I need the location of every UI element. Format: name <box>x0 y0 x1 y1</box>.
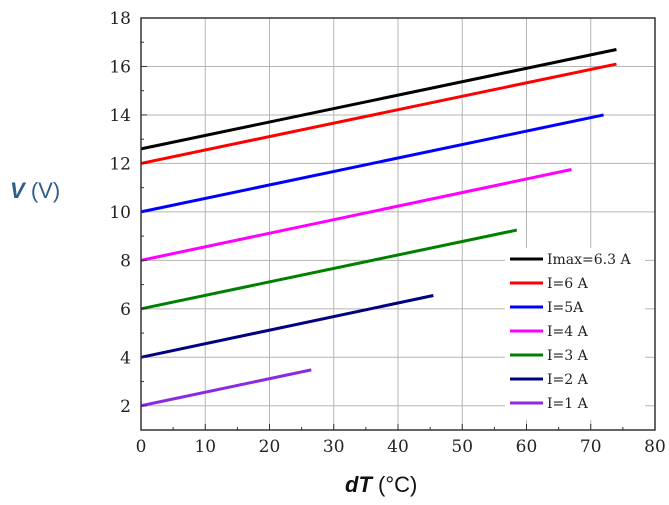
y-tick-label: 10 <box>109 203 131 223</box>
y-tick-label: 12 <box>109 154 131 174</box>
legend-label: I=6 A <box>547 276 589 292</box>
y-axis-unit: (V) <box>30 178 61 203</box>
x-tick-label: 40 <box>387 437 409 457</box>
x-axis-label: dT (°C) <box>345 472 417 498</box>
x-tick-label: 50 <box>451 437 473 457</box>
axis-ticks <box>140 17 656 430</box>
legend-label: I=5A <box>547 300 584 316</box>
x-tick-label: 70 <box>580 437 602 457</box>
x-tick-label: 20 <box>259 437 281 457</box>
y-axis-symbol: V <box>10 178 25 203</box>
x-tick-label: 80 <box>644 437 666 457</box>
x-tick-label: 30 <box>323 437 345 457</box>
series-line-7 <box>140 368 312 408</box>
x-axis-symbol: dT <box>345 472 372 497</box>
x-axis-unit: (°C) <box>378 472 418 497</box>
y-axis-label: V (V) <box>10 178 60 204</box>
series-line-1 <box>140 48 617 151</box>
x-tick-label: 60 <box>516 437 538 457</box>
legend-label: I=4 A <box>547 324 589 340</box>
legend-label: I=3 A <box>547 348 589 364</box>
legend-box <box>505 248 645 420</box>
legend-label: I=2 A <box>547 372 589 388</box>
y-tick-label: 4 <box>120 348 131 368</box>
legend-label: I=1 A <box>547 396 589 412</box>
x-tick-labels: 0 10 20 30 40 50 60 70 80 <box>136 437 666 457</box>
legend: Imax=6.3 A I=6 A I=5A I=4 A I=3 A I=2 A I=1 A <box>505 248 645 420</box>
series-line-6 <box>140 294 434 359</box>
y-tick-label: 6 <box>120 300 131 320</box>
y-tick-label: 16 <box>109 57 131 77</box>
y-tick-label: 14 <box>109 106 131 126</box>
y-tick-label: 8 <box>120 251 131 271</box>
y-tick-labels: 2 4 6 8 10 12 14 16 18 <box>109 9 131 417</box>
x-tick-label: 10 <box>194 437 216 457</box>
legend-label: Imax=6.3 A <box>547 252 631 268</box>
series-line-4 <box>140 168 572 262</box>
y-tick-label: 18 <box>109 9 131 29</box>
series-line-5 <box>140 228 518 311</box>
y-tick-label: 2 <box>120 397 131 417</box>
x-tick-label: 0 <box>136 437 147 457</box>
series-line-2 <box>140 62 617 165</box>
series-line-3 <box>140 113 604 214</box>
grid <box>141 18 655 430</box>
series-lines <box>140 48 617 408</box>
